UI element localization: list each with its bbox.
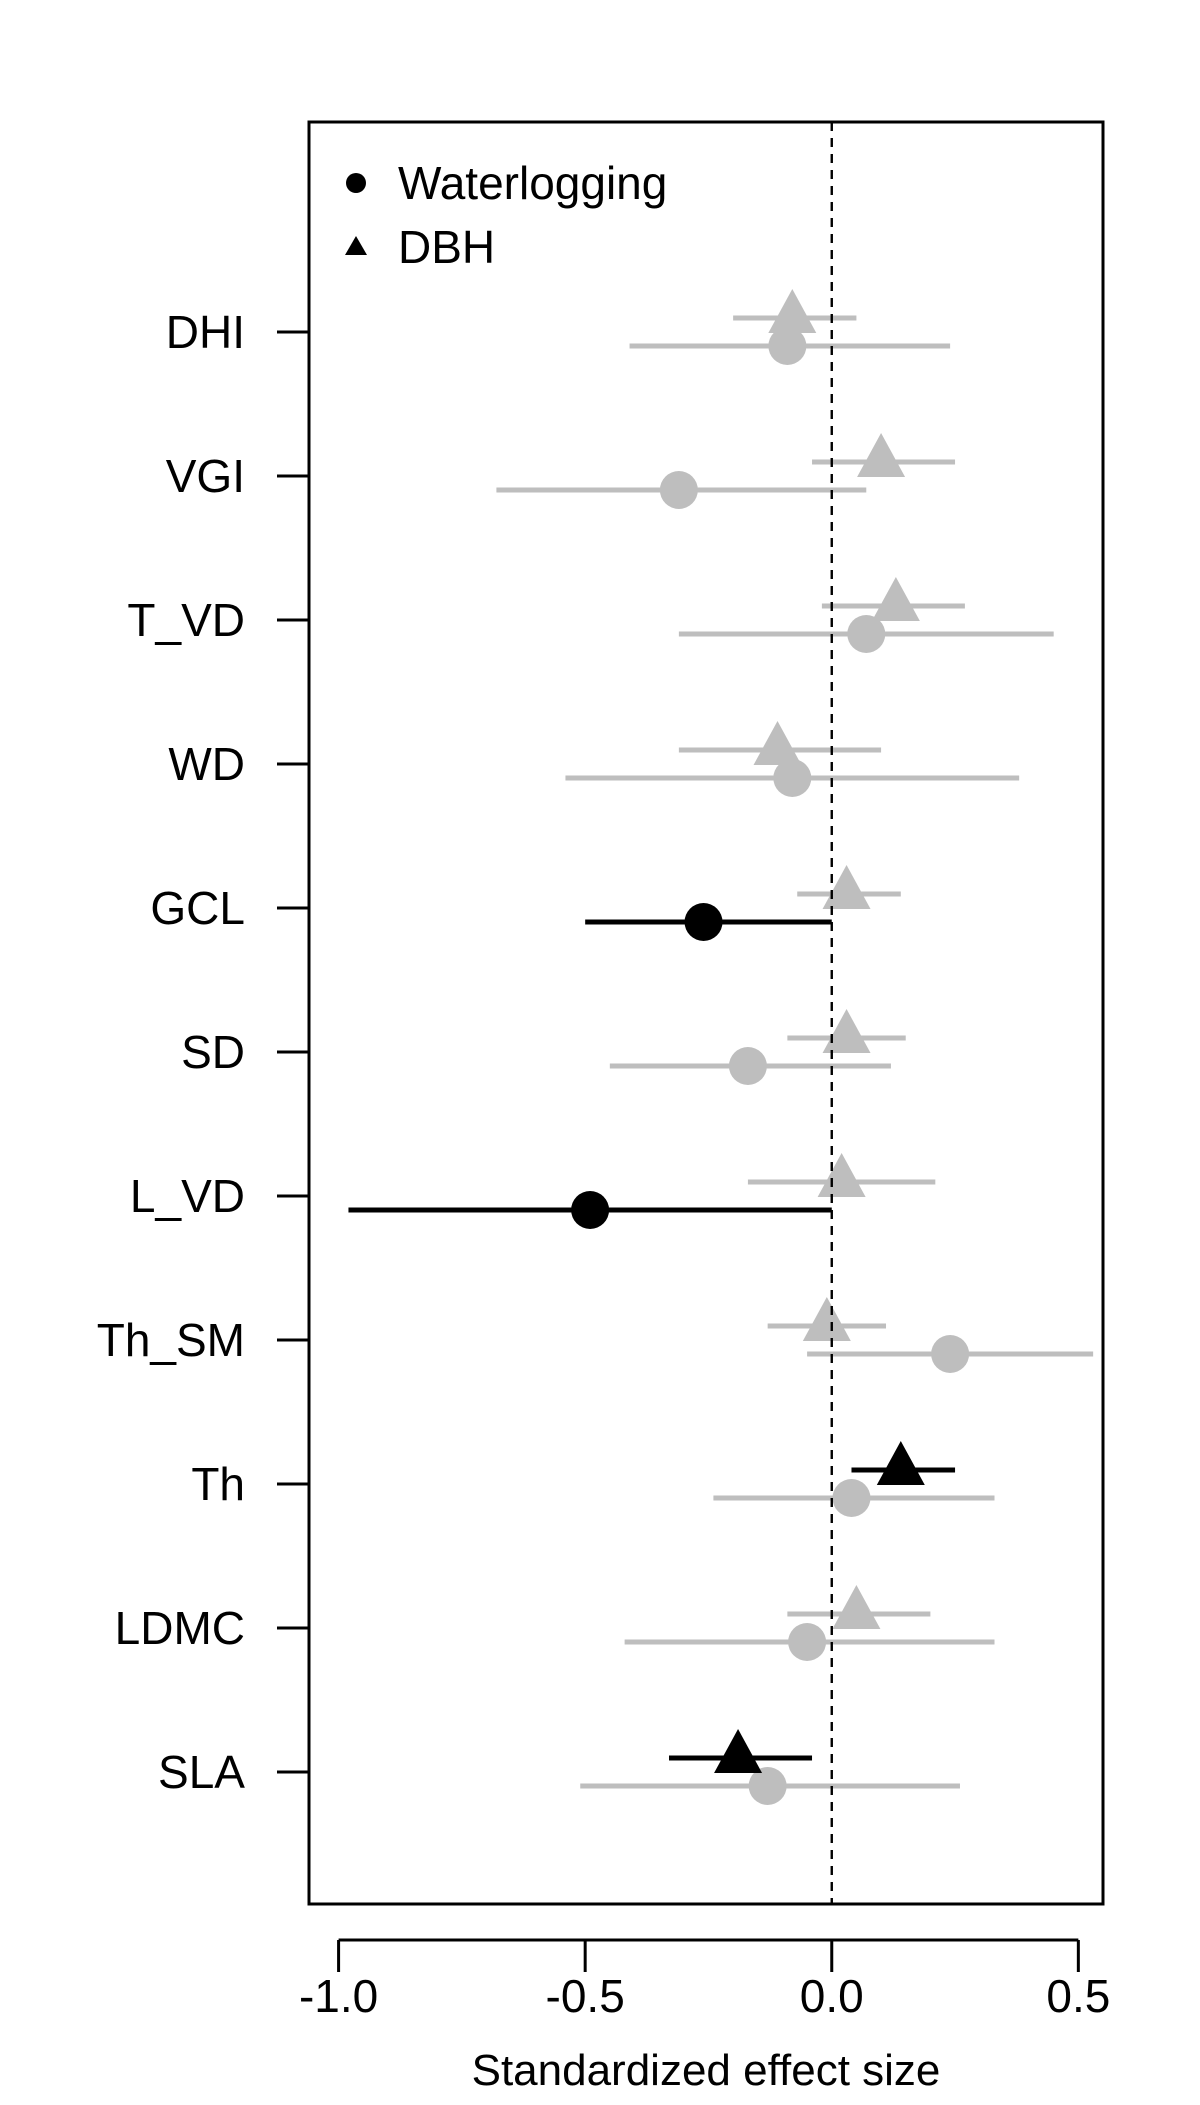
legend-label-dbh: DBH [398,221,495,273]
dbh-point-vgi [857,433,906,477]
waterlogging-point-t-vd [847,615,886,653]
waterlogging-point-dhi [768,327,807,365]
dbh-point-gcl [822,865,871,909]
dbh-point-dhi [768,289,817,333]
waterlogging-point-vgi [659,471,698,509]
y-tick-label-l-vd: L_VD [130,1170,245,1222]
y-tick-label-wd: WD [168,738,245,790]
waterlogging-point-wd [773,759,812,797]
x-tick-label-3: 0.5 [1046,1970,1110,2022]
legend: Waterlogging DBH [345,157,667,273]
waterlogging-point-sla [748,1767,787,1805]
y-axis: DHI VGI T_VD WD GCL SD L_VD Th_SM Th LDMC SLA [97,306,309,1798]
data-layer [348,289,1094,1805]
dbh-point-wd [753,721,802,765]
waterlogging-point-th-sm [931,1335,970,1373]
waterlogging-point-sd [728,1047,767,1085]
x-tick-label-0: -1.0 [299,1970,378,2022]
dbh-point-th-sm [802,1297,851,1341]
dbh-point-sla [714,1729,763,1773]
legend-label-waterlogging: Waterlogging [398,157,667,209]
legend-circle-marker [346,173,366,193]
waterlogging-point-ldmc [788,1623,827,1661]
plot-frame [307,120,1105,1906]
waterlogging-point-th [832,1479,871,1517]
legend-triangle-marker [345,236,367,255]
x-tick-label-1: -0.5 [546,1970,625,2022]
y-tick-label-sd: SD [181,1026,245,1078]
x-tick-label-2: 0.0 [800,1970,864,2022]
x-axis-title: Standardized effect size [472,2046,941,2095]
y-tick-label-t-vd: T_VD [127,594,245,646]
waterlogging-point-l-vd [571,1191,610,1229]
y-tick-label-ldmc: LDMC [115,1602,245,1654]
dbh-point-l-vd [817,1153,866,1197]
dbh-point-t-vd [871,577,920,621]
dbh-point-sd [822,1009,871,1053]
y-tick-label-th-sm: Th_SM [97,1314,245,1366]
waterlogging-point-gcl [684,903,723,941]
y-tick-label-dhi: DHI [166,306,245,358]
dbh-point-th [876,1441,925,1485]
x-axis: Standardized effect size -1.0 -0.5 0.0 0.5 [299,1938,1110,2095]
y-tick-label-th: Th [191,1458,245,1510]
y-tick-label-sla: SLA [158,1746,245,1798]
y-tick-label-vgi: VGI [166,450,245,502]
dbh-point-ldmc [832,1585,881,1629]
y-tick-label-gcl: GCL [150,882,245,934]
